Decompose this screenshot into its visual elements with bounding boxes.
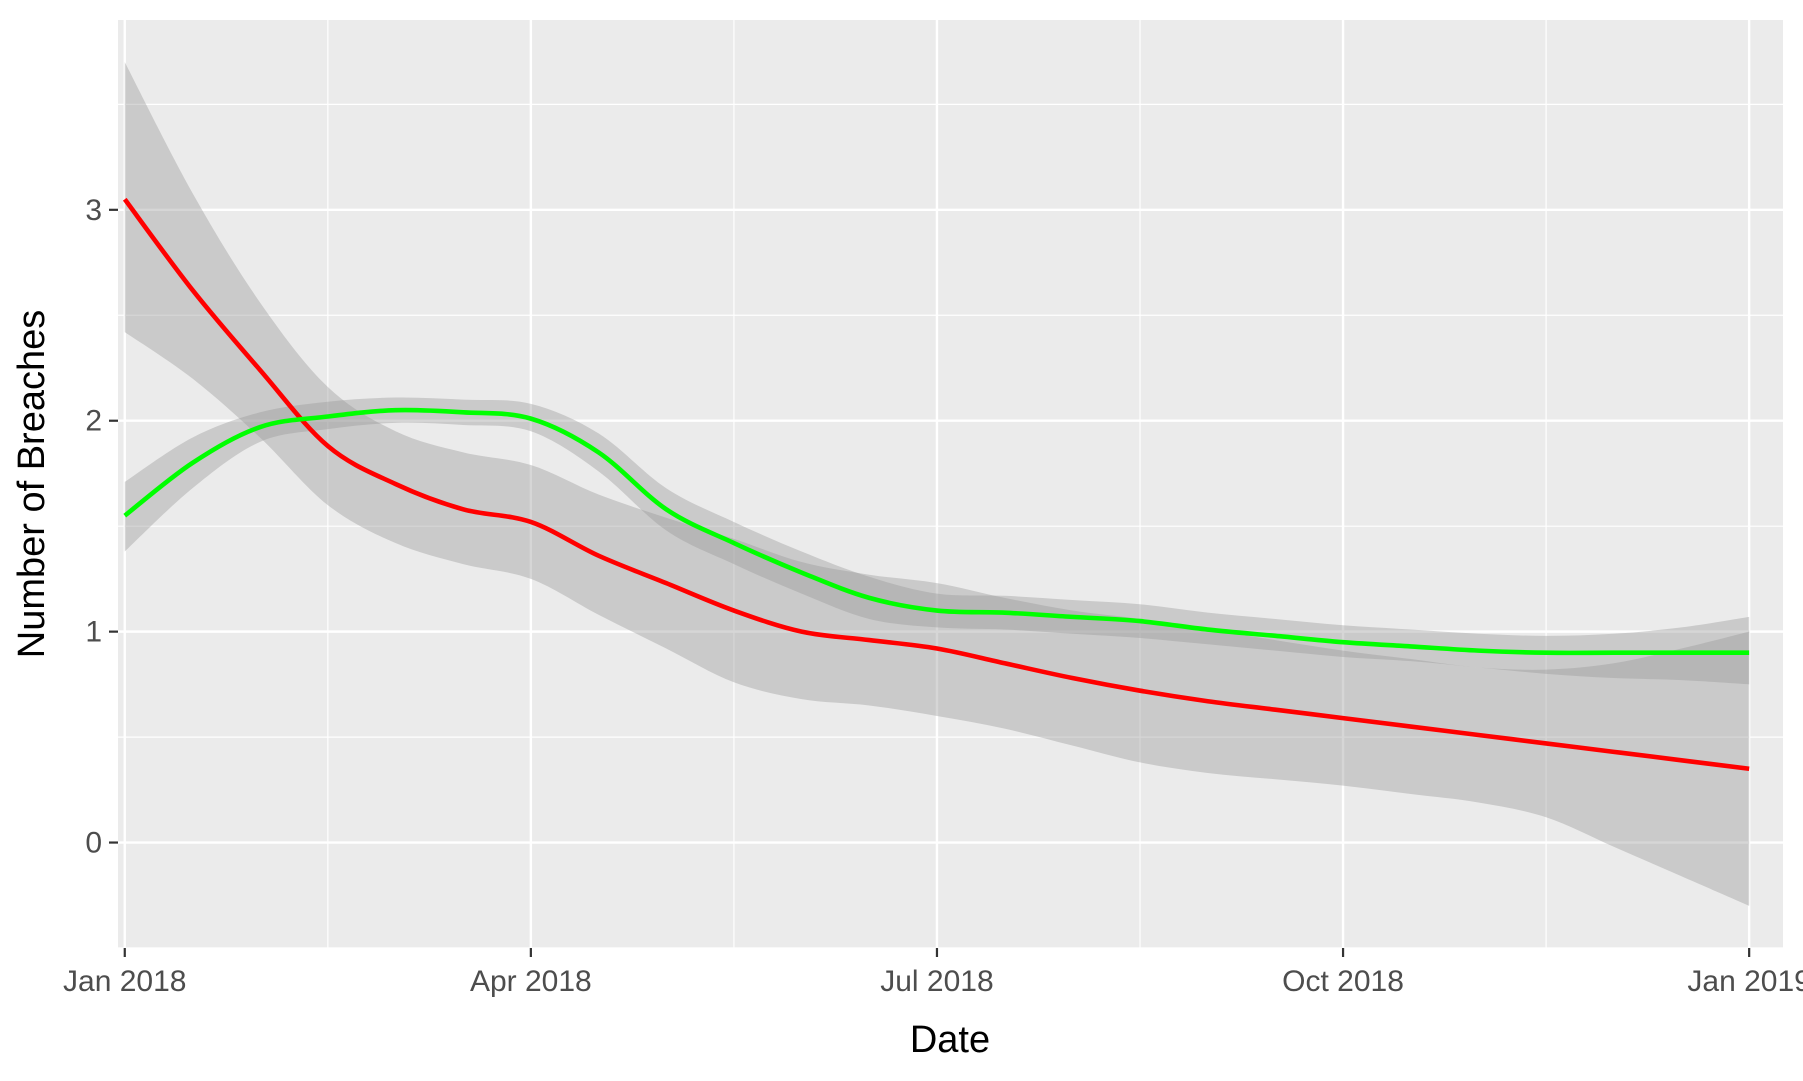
x-tick-label: Apr 2018 <box>470 965 592 998</box>
y-axis-title: Number of Breaches <box>11 310 53 659</box>
series-red-confidence-band <box>124 62 1750 906</box>
x-tick-label: Jul 2018 <box>880 965 993 998</box>
x-tick-label: Oct 2018 <box>1282 965 1404 998</box>
axis-ticks <box>109 208 1751 957</box>
x-tick-label: Jan 2018 <box>63 965 186 998</box>
y-tick-label: 3 <box>85 194 102 227</box>
series-red-line <box>122 197 1750 772</box>
series-green-line <box>123 407 1750 656</box>
x-tick-label: Jan 2019 <box>1687 965 1803 998</box>
grid-minor <box>118 20 1783 949</box>
y-tick-label: 0 <box>85 827 102 860</box>
series-green-confidence-band <box>124 397 1750 685</box>
grid-major <box>118 20 1783 948</box>
series-lines <box>122 197 1750 772</box>
y-tick-label: 1 <box>85 616 102 649</box>
x-axis-title: Date <box>910 1019 990 1061</box>
y-tick-labels: 0 1 2 3 <box>85 194 102 860</box>
y-tick-label: 2 <box>85 405 102 438</box>
x-tick-labels: Jan 2018 Apr 2018 Jul 2018 Oct 2018 Jan 2019 <box>63 965 1803 998</box>
confidence-ribbons <box>124 62 1750 906</box>
